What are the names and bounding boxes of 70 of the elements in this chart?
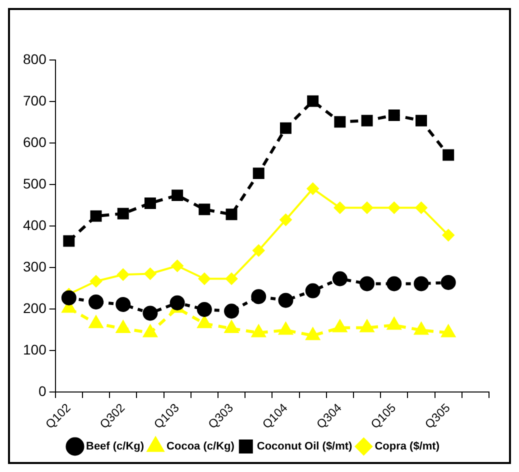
point bbox=[117, 208, 129, 220]
point bbox=[442, 325, 456, 338]
y-tick-label: 500 bbox=[23, 175, 47, 192]
point bbox=[142, 306, 158, 321]
y-tick-label: 400 bbox=[23, 216, 47, 233]
y-tick-label: 300 bbox=[23, 258, 47, 274]
point bbox=[61, 290, 76, 306]
point bbox=[63, 235, 75, 247]
point bbox=[360, 320, 374, 332]
point bbox=[116, 296, 131, 312]
point bbox=[226, 208, 238, 220]
y-tick-label: 800 bbox=[23, 50, 47, 67]
point bbox=[89, 316, 103, 328]
point bbox=[278, 292, 294, 308]
y-tick-label: 200 bbox=[23, 300, 47, 316]
point bbox=[144, 325, 157, 338]
y-tick-label: 100 bbox=[23, 341, 47, 358]
point bbox=[334, 202, 346, 214]
legend-label: Copra ($/mt) bbox=[374, 440, 440, 453]
point bbox=[306, 182, 319, 195]
point bbox=[144, 268, 156, 280]
point bbox=[388, 202, 400, 214]
point bbox=[361, 202, 374, 214]
y-tick-label: 700 bbox=[23, 92, 47, 108]
legend-label: Cocoa (c/Kg) bbox=[166, 440, 235, 453]
y-tick-label: 0 bbox=[38, 382, 47, 399]
point bbox=[171, 260, 184, 272]
point bbox=[251, 289, 266, 304]
point bbox=[279, 322, 292, 335]
point bbox=[198, 272, 210, 285]
point bbox=[416, 114, 427, 126]
point bbox=[198, 204, 210, 216]
y-tick-label: 600 bbox=[23, 134, 47, 150]
point bbox=[252, 168, 264, 180]
point bbox=[88, 294, 104, 310]
point bbox=[280, 214, 292, 226]
point bbox=[360, 276, 375, 292]
point bbox=[386, 276, 402, 292]
point bbox=[442, 229, 454, 242]
point bbox=[224, 304, 240, 319]
point bbox=[387, 318, 401, 330]
point bbox=[198, 316, 212, 328]
point bbox=[306, 328, 320, 340]
point bbox=[196, 302, 212, 317]
point bbox=[440, 274, 456, 290]
point bbox=[414, 322, 428, 335]
point bbox=[280, 122, 292, 134]
point bbox=[90, 210, 102, 222]
point bbox=[252, 325, 266, 338]
point bbox=[224, 321, 238, 334]
point bbox=[414, 276, 429, 292]
point bbox=[117, 268, 130, 281]
point bbox=[334, 116, 346, 128]
point bbox=[226, 272, 238, 285]
point bbox=[116, 321, 130, 334]
point bbox=[252, 244, 265, 257]
legend-label: Coconut Oil ($/mt) bbox=[256, 440, 353, 453]
point bbox=[361, 114, 373, 126]
point bbox=[90, 275, 102, 288]
legend-label: Beef (c/Kg) bbox=[86, 440, 144, 453]
point bbox=[442, 149, 454, 161]
point bbox=[172, 190, 184, 202]
point bbox=[170, 295, 185, 310]
point bbox=[305, 283, 320, 298]
point bbox=[333, 320, 347, 332]
point bbox=[388, 109, 400, 121]
point bbox=[307, 95, 319, 107]
point bbox=[144, 197, 156, 209]
point bbox=[415, 202, 428, 214]
point bbox=[332, 271, 348, 286]
